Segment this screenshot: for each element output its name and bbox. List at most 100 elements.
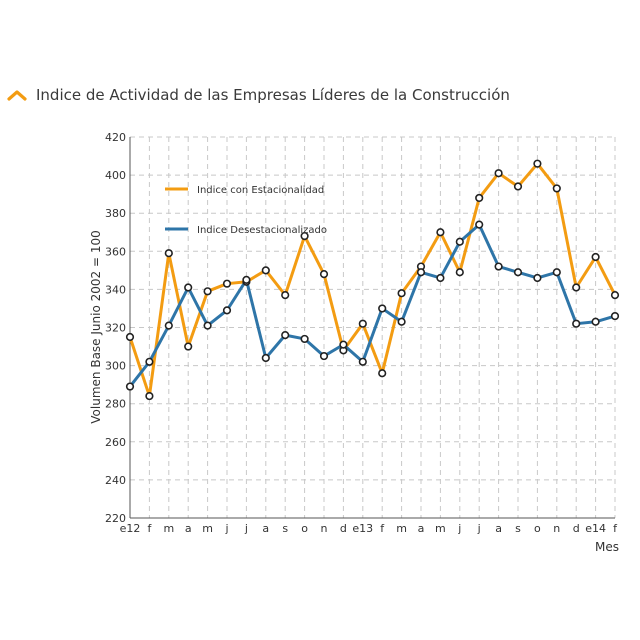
data-point-series-1 bbox=[378, 369, 387, 378]
data-point-series-1 bbox=[494, 169, 503, 178]
x-tick-label: n bbox=[321, 522, 328, 535]
data-point-series-1 bbox=[164, 249, 173, 258]
data-point-series-1 bbox=[281, 291, 290, 300]
data-point-series-2 bbox=[184, 283, 193, 292]
data-point-series-2 bbox=[494, 262, 503, 271]
data-point-series-1 bbox=[513, 182, 523, 191]
x-tick-label: a bbox=[185, 522, 192, 535]
data-point-series-1 bbox=[261, 266, 270, 275]
x-tick-label: m bbox=[163, 522, 174, 535]
axes bbox=[129, 137, 615, 519]
y-axis-ticks: 220 240 260 280 300 320 340 360 380 400 420 bbox=[105, 131, 126, 525]
data-point-series-1 bbox=[436, 228, 445, 237]
x-tick-label: j bbox=[457, 522, 461, 535]
x-tick-label: f bbox=[147, 522, 152, 535]
series-lines bbox=[125, 159, 620, 401]
data-point-series-1 bbox=[203, 287, 212, 296]
data-point-series-2 bbox=[591, 317, 600, 326]
y-tick-label: 420 bbox=[105, 131, 126, 144]
y-axis-label: Volumen Base Junio 2002 = 100 bbox=[89, 230, 103, 423]
data-point-series-2 bbox=[572, 319, 581, 328]
x-tick-label: e12 bbox=[120, 522, 141, 535]
x-tick-label: f bbox=[380, 522, 385, 535]
x-tick-label: s bbox=[282, 522, 288, 535]
x-tick-label: a bbox=[495, 522, 502, 535]
y-tick-label: 400 bbox=[105, 169, 126, 182]
legend: Indice con Estacionalidad Indice Desestac… bbox=[165, 185, 327, 236]
x-tick-label: f bbox=[613, 522, 618, 535]
x-tick-label: m bbox=[435, 522, 446, 535]
data-point-series-1 bbox=[475, 193, 484, 203]
data-point-series-2 bbox=[125, 382, 135, 391]
legend-entry-label: Indice con Estacionalidad bbox=[197, 185, 324, 196]
x-tick-label: o bbox=[534, 522, 541, 535]
data-point-series-2 bbox=[455, 237, 464, 246]
chart-header: Indice de Actividad de las Empresas Líde… bbox=[6, 86, 510, 104]
data-point-series-1 bbox=[397, 289, 406, 298]
x-tick-label: j bbox=[224, 522, 228, 535]
data-point-series-1 bbox=[145, 391, 154, 401]
series-line-1 bbox=[128, 162, 617, 398]
chevron-up-icon bbox=[7, 90, 27, 101]
data-point-series-1 bbox=[300, 231, 309, 241]
y-tick-label: 220 bbox=[105, 512, 126, 525]
x-tick-label: o bbox=[301, 522, 308, 535]
x-tick-label: m bbox=[396, 522, 407, 535]
y-tick-label: 340 bbox=[105, 283, 126, 296]
data-point-series-2 bbox=[378, 304, 387, 313]
y-tick-label: 300 bbox=[105, 360, 126, 373]
y-tick-label: 320 bbox=[105, 322, 126, 335]
data-point-series-1 bbox=[533, 159, 542, 168]
x-tick-label: n bbox=[553, 522, 560, 535]
data-point-series-1 bbox=[572, 283, 581, 292]
legend-entry-label: Indice Desestacionalizado bbox=[197, 225, 327, 236]
x-tick-label: a bbox=[262, 522, 269, 535]
y-tick-label: 280 bbox=[105, 398, 126, 411]
data-point-series-1 bbox=[184, 342, 193, 351]
data-point-series-2 bbox=[242, 275, 251, 284]
data-point-series-2 bbox=[397, 317, 406, 326]
x-tick-label: j bbox=[477, 522, 481, 535]
data-point-series-1 bbox=[610, 291, 620, 300]
data-point-series-2 bbox=[552, 268, 561, 277]
data-point-series-2 bbox=[164, 321, 173, 330]
x-tick-label: s bbox=[515, 522, 521, 535]
data-point-series-2 bbox=[416, 268, 426, 277]
data-point-series-2 bbox=[261, 353, 270, 363]
x-tick-label: e14 bbox=[585, 522, 606, 535]
data-point-series-2 bbox=[319, 351, 329, 361]
data-point-series-1 bbox=[319, 270, 329, 279]
data-point-series-1 bbox=[358, 319, 367, 328]
x-tick-label: d bbox=[573, 522, 580, 535]
y-tick-label: 260 bbox=[105, 436, 126, 449]
data-point-series-2 bbox=[533, 273, 542, 283]
chart-title: Indice de Actividad de las Empresas Líde… bbox=[36, 86, 510, 104]
data-point-series-2 bbox=[610, 311, 620, 321]
y-tick-label: 380 bbox=[105, 207, 126, 220]
x-tick-label: a bbox=[418, 522, 425, 535]
data-point-series-2 bbox=[339, 340, 348, 349]
data-point-series-1 bbox=[455, 268, 464, 277]
data-point-series-2 bbox=[203, 321, 212, 330]
y-tick-label: 240 bbox=[105, 474, 126, 487]
data-point-series-1 bbox=[552, 184, 561, 193]
data-point-series-1 bbox=[222, 279, 232, 288]
data-point-series-1 bbox=[591, 252, 600, 262]
data-point-series-2 bbox=[300, 334, 309, 344]
data-point-series-2 bbox=[475, 220, 484, 229]
y-tick-label: 360 bbox=[105, 245, 126, 258]
x-tick-label: j bbox=[244, 522, 248, 535]
x-tick-label: m bbox=[202, 522, 213, 535]
data-point-series-2 bbox=[222, 306, 232, 315]
data-point-series-2 bbox=[513, 268, 523, 277]
x-tick-label: d bbox=[340, 522, 347, 535]
data-point-series-2 bbox=[281, 331, 290, 340]
data-point-series-2 bbox=[145, 357, 154, 366]
x-axis-label: Mes bbox=[595, 540, 619, 554]
data-point-series-1 bbox=[125, 332, 135, 342]
data-point-series-2 bbox=[436, 273, 445, 283]
x-axis-ticks: e12 f m a m j j a s o n d e13 f m a m j j a s o n d e14 f bbox=[120, 522, 618, 535]
x-tick-label: e13 bbox=[352, 522, 373, 535]
data-point-series-2 bbox=[358, 357, 367, 366]
